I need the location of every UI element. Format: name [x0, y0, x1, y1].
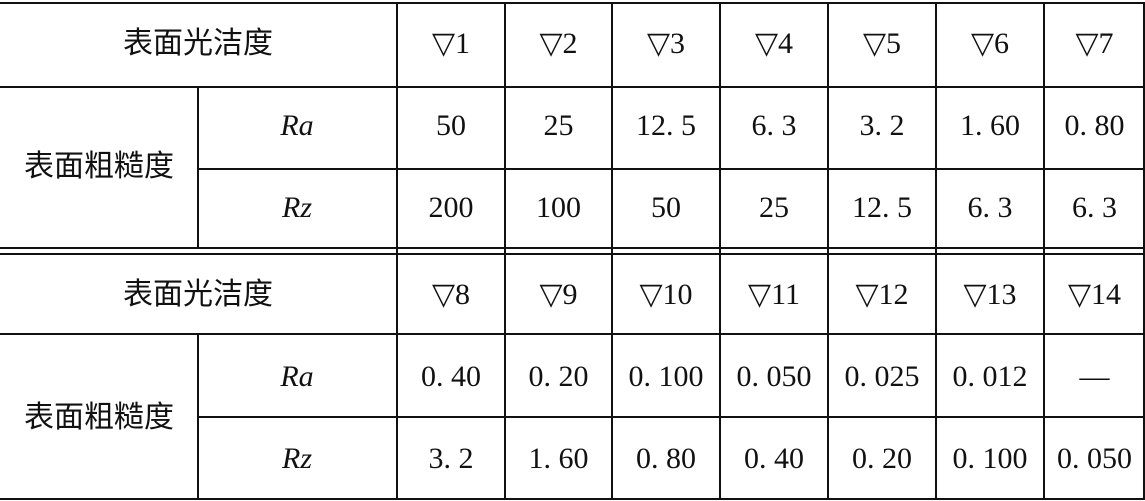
cell-value: 50 [436, 109, 466, 142]
row-label: Ra [279, 360, 313, 393]
grade: ▽8 [432, 278, 470, 311]
cell-value: 0. 050 [1057, 442, 1132, 475]
cell-value: 0. 025 [845, 360, 920, 393]
row-label: Rz [281, 442, 312, 475]
row-label: Ra [279, 109, 313, 142]
grade: ▽1 [432, 27, 470, 60]
cell-value: 12. 5 [852, 191, 912, 224]
grade: ▽2 [539, 27, 577, 60]
cell-value: 0. 012 [953, 360, 1028, 393]
grade: ▽11 [748, 278, 800, 311]
cell-value: 0. 80 [636, 442, 696, 475]
cell-value: 3. 2 [429, 442, 474, 475]
group-label: 表面粗糙度 [24, 401, 174, 434]
cell-value: 6. 3 [1072, 191, 1117, 224]
cell-value: 12. 5 [636, 109, 696, 142]
grade: ▽10 [639, 278, 692, 311]
cell-value: 0. 050 [737, 360, 812, 393]
row-label: Rz [281, 191, 312, 224]
cell-value: 0. 40 [744, 442, 804, 475]
cell-value: 50 [651, 191, 681, 224]
cell-value: 6. 3 [968, 191, 1013, 224]
cell-value: 0. 100 [953, 442, 1028, 475]
header-label: 表面光洁度 [123, 27, 273, 60]
cell-value: 0. 20 [529, 360, 589, 393]
cell-value: 3. 2 [860, 109, 905, 142]
cell-value: 0. 80 [1065, 109, 1125, 142]
cell-value: 200 [429, 191, 474, 224]
cell-value: 6. 3 [752, 109, 797, 142]
cell-value: 25 [544, 109, 574, 142]
cell-value: 0. 40 [421, 360, 481, 393]
grade: ▽6 [971, 27, 1009, 60]
cell-value: 1. 60 [529, 442, 589, 475]
header-label: 表面光洁度 [123, 278, 273, 311]
grade: ▽12 [855, 278, 908, 311]
grade: ▽5 [863, 27, 901, 60]
grade: ▽13 [963, 278, 1016, 311]
cell-value: 100 [536, 191, 581, 224]
grade: ▽3 [647, 27, 685, 60]
grade: ▽14 [1068, 278, 1121, 311]
grade: ▽9 [539, 278, 577, 311]
grade: ▽4 [755, 27, 793, 60]
grade: ▽7 [1075, 27, 1113, 60]
cell-value: 0. 100 [629, 360, 704, 393]
group-label: 表面粗糙度 [24, 150, 174, 183]
cell-value: 0. 20 [852, 442, 912, 475]
cell-value: 1. 60 [960, 109, 1020, 142]
cell-value: — [1079, 360, 1111, 393]
cell-value: 25 [759, 191, 789, 224]
